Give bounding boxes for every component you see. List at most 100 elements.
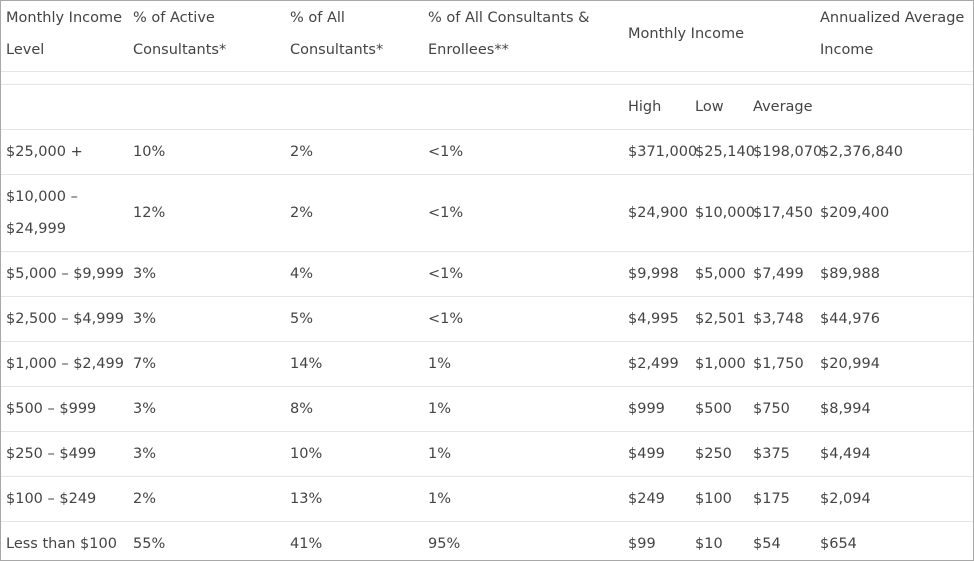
header-enrollees-line2: Enrollees** (428, 42, 509, 58)
cell-active-pct: 55% (133, 536, 166, 552)
cell-all-pct: 14% (290, 356, 323, 372)
cell-average: $54 (753, 536, 781, 552)
cell-enrollees-pct: 1% (428, 491, 452, 507)
cell-income-level: $250 – $499 (6, 446, 97, 462)
cell-low: $250 (695, 446, 732, 462)
cell-average: $375 (753, 446, 790, 462)
cell-low: $10,000 (695, 205, 755, 221)
cell-all-pct: 2% (290, 205, 314, 221)
cell-low: $1,000 (695, 356, 746, 372)
table-row: $1,000 – $2,499 7% 14% 1% $2,499 $1,000 … (1, 342, 973, 387)
cell-average: $750 (753, 401, 790, 417)
header-monthly-income: Monthly Income (628, 26, 745, 42)
cell-annualized: $2,376,840 (820, 144, 904, 160)
cell-enrollees-pct: 95% (428, 536, 461, 552)
table-row: $5,000 – $9,999 3% 4% <1% $9,998 $5,000 … (1, 252, 973, 297)
table-row: $250 – $499 3% 10% 1% $499 $250 $375 $4,… (1, 432, 973, 477)
cell-income-level: $1,000 – $2,499 (6, 356, 124, 372)
cell-high: $99 (628, 536, 656, 552)
cell-high: $371,000 (628, 144, 698, 160)
cell-all-pct: 8% (290, 401, 314, 417)
cell-annualized: $4,494 (820, 446, 871, 462)
table-spacer-row (1, 72, 973, 85)
table-subheader-row: High Low Average (1, 85, 973, 130)
header-annualized-line1: Annualized Average (820, 10, 965, 26)
cell-income-level: $100 – $249 (6, 491, 97, 507)
header-active-line1: % of Active (133, 10, 215, 26)
cell-low: $500 (695, 401, 732, 417)
table-row: $25,000 + 10% 2% <1% $371,000 $25,140 $1… (1, 130, 973, 175)
cell-high: $2,499 (628, 356, 679, 372)
cell-low: $25,140 (695, 144, 755, 160)
cell-enrollees-pct: 1% (428, 401, 452, 417)
table-row: $10,000 – $24,999 12% 2% <1% $24,900 $10… (1, 175, 973, 252)
cell-active-pct: 2% (133, 491, 157, 507)
cell-income-level: Less than $100 (6, 536, 117, 552)
cell-enrollees-pct: <1% (428, 144, 464, 160)
cell-income-level: $2,500 – $4,999 (6, 311, 124, 327)
cell-annualized: $20,994 (820, 356, 880, 372)
cell-active-pct: 3% (133, 401, 157, 417)
cell-high: $999 (628, 401, 665, 417)
cell-high: $249 (628, 491, 665, 507)
cell-high: $24,900 (628, 205, 688, 221)
cell-average: $1,750 (753, 356, 804, 372)
cell-active-pct: 7% (133, 356, 157, 372)
header-active-consultants: % of Active Consultants* (133, 2, 226, 66)
cell-all-pct: 13% (290, 491, 323, 507)
cell-enrollees-pct: 1% (428, 446, 452, 462)
cell-income-level-line1: $10,000 – (6, 189, 78, 205)
cell-annualized: $209,400 (820, 205, 890, 221)
header-enrollees-line1: % of All Consultants & (428, 10, 590, 26)
header-all-line2: Consultants* (290, 42, 384, 58)
header-annualized-income: Annualized Average Income (820, 2, 964, 66)
table-row: Less than $100 55% 41% 95% $99 $10 $54 $… (1, 522, 973, 560)
cell-income-level: $10,000 – $24,999 (6, 181, 78, 245)
cell-low: $2,501 (695, 311, 746, 327)
header-consultants-enrollees: % of All Consultants & Enrollees** (428, 2, 589, 66)
cell-low: $10 (695, 536, 723, 552)
cell-active-pct: 3% (133, 446, 157, 462)
cell-high: $9,998 (628, 266, 679, 282)
cell-low: $100 (695, 491, 732, 507)
cell-annualized: $8,994 (820, 401, 871, 417)
cell-active-pct: 12% (133, 205, 166, 221)
header-all-consultants: % of All Consultants* (290, 2, 383, 66)
header-income-level-line1: Monthly Income (6, 10, 123, 26)
cell-income-level: $500 – $999 (6, 401, 97, 417)
cell-annualized: $44,976 (820, 311, 880, 327)
cell-average: $3,748 (753, 311, 804, 327)
cell-all-pct: 10% (290, 446, 323, 462)
table-row: $2,500 – $4,999 3% 5% <1% $4,995 $2,501 … (1, 297, 973, 342)
cell-annualized: $2,094 (820, 491, 871, 507)
subheader-low: Low (695, 99, 724, 115)
header-annualized-line2: Income (820, 42, 874, 58)
cell-active-pct: 10% (133, 144, 166, 160)
cell-high: $4,995 (628, 311, 679, 327)
cell-income-level: $25,000 + (6, 144, 83, 160)
cell-average: $7,499 (753, 266, 804, 282)
cell-all-pct: 41% (290, 536, 323, 552)
cell-all-pct: 4% (290, 266, 314, 282)
cell-annualized: $89,988 (820, 266, 880, 282)
subheader-high: High (628, 99, 662, 115)
cell-average: $198,070 (753, 144, 823, 160)
table-header-row: Monthly Income Level % of Active Consult… (1, 1, 973, 72)
subheader-average: Average (753, 99, 813, 115)
header-all-line1: % of All (290, 10, 345, 26)
cell-average: $175 (753, 491, 790, 507)
header-income-level-line2: Level (6, 42, 45, 58)
cell-enrollees-pct: <1% (428, 205, 464, 221)
cell-average: $17,450 (753, 205, 813, 221)
header-active-line2: Consultants* (133, 42, 227, 58)
cell-enrollees-pct: <1% (428, 311, 464, 327)
cell-income-level-line2: $24,999 (6, 221, 66, 237)
cell-high: $499 (628, 446, 665, 462)
table-row: $100 – $249 2% 13% 1% $249 $100 $175 $2,… (1, 477, 973, 522)
cell-enrollees-pct: <1% (428, 266, 464, 282)
cell-income-level: $5,000 – $9,999 (6, 266, 124, 282)
cell-enrollees-pct: 1% (428, 356, 452, 372)
cell-all-pct: 5% (290, 311, 314, 327)
cell-all-pct: 2% (290, 144, 314, 160)
